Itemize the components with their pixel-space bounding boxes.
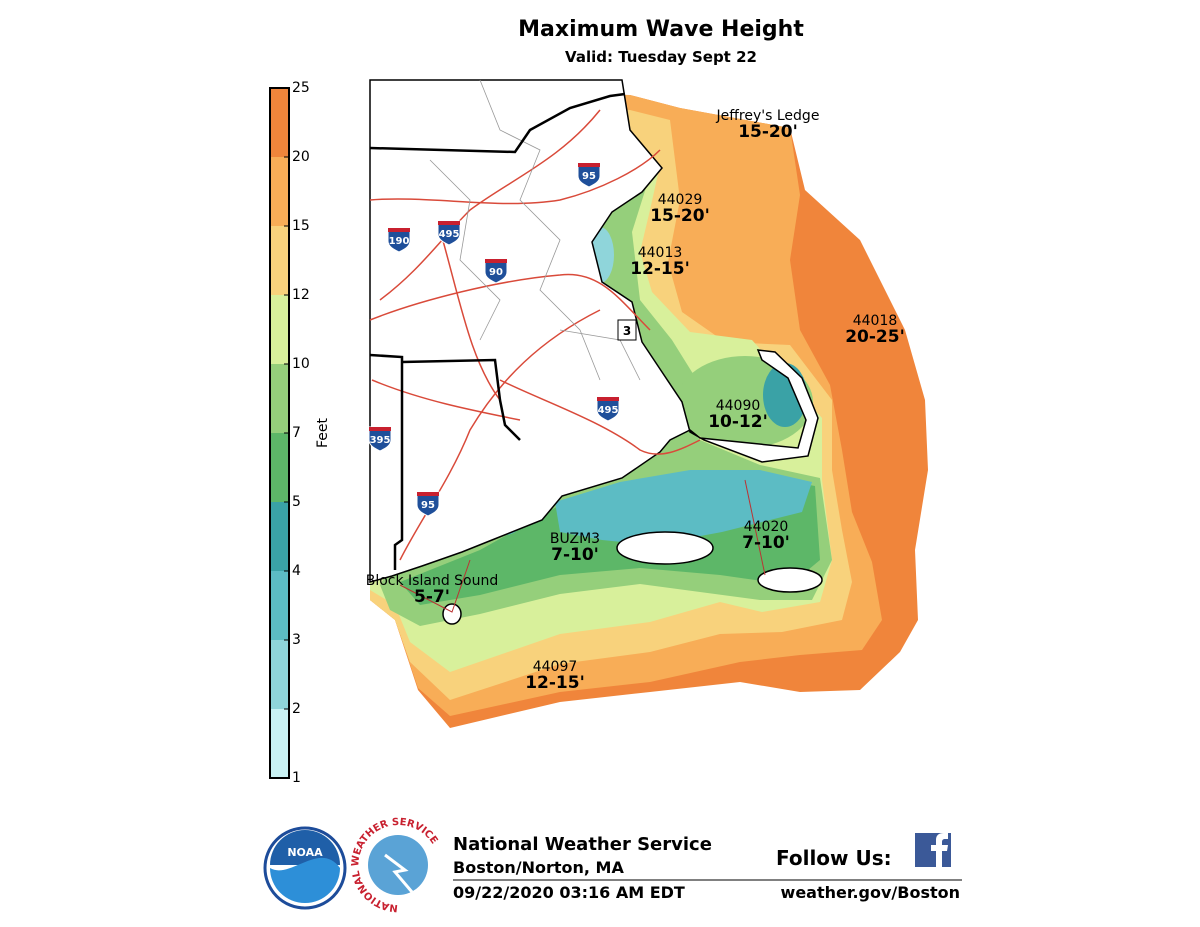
color-band bbox=[270, 157, 289, 226]
url[interactable]: weather.gov/Boston bbox=[781, 883, 960, 902]
buoy-range: 20-25' bbox=[845, 327, 905, 347]
buoy-id: Block Island Sound bbox=[366, 573, 499, 589]
interstate-shield-top bbox=[417, 492, 439, 496]
interstate-shield bbox=[484, 258, 508, 284]
land bbox=[369, 79, 819, 583]
buoy-id: 44020 bbox=[744, 519, 789, 535]
issued: 09/22/2020 03:16 AM EDT bbox=[453, 883, 685, 902]
interstate-number: 90 bbox=[489, 267, 503, 278]
tick-label: 1 bbox=[292, 770, 301, 786]
buoy-range: 10-12' bbox=[708, 412, 768, 432]
road bbox=[499, 379, 701, 455]
noaa-sky bbox=[270, 830, 340, 865]
buoy-range: 15-20' bbox=[650, 206, 710, 226]
buoy-id: BUZM3 bbox=[550, 531, 600, 547]
road bbox=[379, 109, 601, 301]
buoy-range: 12-15' bbox=[525, 673, 585, 693]
buoy-range: 15-20' bbox=[738, 122, 798, 142]
tick-label: 15 bbox=[292, 218, 310, 234]
interstate-shield bbox=[416, 491, 440, 517]
color-band bbox=[270, 88, 289, 157]
interstate-shield bbox=[596, 396, 620, 422]
interstate-shield-top bbox=[597, 397, 619, 401]
tick-label: 12 bbox=[292, 287, 310, 303]
interstate-number: 495 bbox=[598, 405, 619, 416]
road bbox=[369, 149, 661, 205]
island bbox=[442, 603, 462, 625]
interstate-shield bbox=[387, 227, 411, 253]
noaa-text: NOAA bbox=[287, 846, 323, 859]
map bbox=[369, 79, 928, 728]
colorbar-label: Feet bbox=[315, 417, 331, 448]
state-borders bbox=[369, 92, 626, 570]
facebook-link[interactable] bbox=[915, 833, 951, 867]
tick-label: 20 bbox=[292, 149, 310, 165]
title: Maximum Wave Height bbox=[518, 17, 804, 42]
tick-label: 2 bbox=[292, 701, 301, 717]
subtitle: Valid: Tuesday Sept 22 bbox=[565, 48, 757, 66]
buoy-range: 12-15' bbox=[630, 259, 690, 279]
interstate-shield-top bbox=[438, 221, 460, 225]
interstate-number: 395 bbox=[370, 435, 391, 446]
color-band bbox=[270, 571, 289, 640]
color-band bbox=[270, 502, 289, 571]
island bbox=[757, 567, 823, 593]
buoy-range: 7-10' bbox=[551, 545, 599, 565]
color-band bbox=[270, 709, 289, 778]
roads bbox=[369, 109, 701, 561]
route-number: 3 bbox=[623, 324, 631, 338]
buoy-id: Jeffrey's Ledge bbox=[716, 108, 820, 124]
color-band bbox=[270, 226, 289, 295]
tick-label: 10 bbox=[292, 356, 310, 372]
interstate-shield-top bbox=[388, 228, 410, 232]
interstate-shield bbox=[368, 426, 392, 452]
color-band bbox=[270, 295, 289, 364]
interstate-number: 495 bbox=[439, 229, 460, 240]
interstate-number: 95 bbox=[582, 171, 596, 182]
road bbox=[399, 309, 601, 561]
noaa-sea bbox=[270, 857, 340, 903]
road bbox=[439, 229, 501, 401]
highway-shields: 95 190 495 90 3 495 395 95 bbox=[368, 162, 637, 517]
interstate-shield bbox=[577, 162, 601, 188]
interstate-shield-top bbox=[369, 427, 391, 431]
tick-label: 25 bbox=[292, 80, 310, 96]
buoy-id: 44018 bbox=[853, 313, 898, 329]
color-band bbox=[270, 433, 289, 502]
footer: NOAA NATIONAL WEATHER SERVICE National W… bbox=[263, 817, 962, 913]
buoy-id: 44090 bbox=[716, 398, 761, 414]
island bbox=[616, 531, 714, 565]
route-shield bbox=[617, 319, 637, 341]
buoy-id: 44097 bbox=[533, 659, 578, 675]
location: Boston/Norton, MA bbox=[453, 858, 624, 877]
interstate-number: 190 bbox=[389, 236, 410, 247]
wave-zone-3-4 bbox=[555, 470, 812, 545]
buoy-range: 5-7' bbox=[414, 587, 450, 607]
interstate-shield bbox=[437, 220, 461, 246]
nws-bolt bbox=[384, 853, 414, 893]
follow: Follow Us: bbox=[776, 846, 892, 870]
ferry-lines bbox=[399, 479, 766, 613]
interstate-number: 95 bbox=[421, 500, 435, 511]
tick-label: 7 bbox=[292, 425, 301, 441]
color-band bbox=[270, 364, 289, 433]
road bbox=[369, 273, 651, 331]
buoy-id: 44029 bbox=[658, 192, 703, 208]
tick-label: 5 bbox=[292, 494, 301, 510]
buoy-labels: Jeffrey's Ledge15-20'4402915-20'4401312-… bbox=[366, 108, 905, 693]
office: National Weather Service bbox=[453, 834, 712, 855]
interstate-shield-top bbox=[485, 259, 507, 263]
tick-label: 4 bbox=[292, 563, 301, 579]
interstate-shield-top bbox=[578, 163, 600, 167]
facebook-glyph[interactable] bbox=[931, 833, 948, 867]
buoy-range: 7-10' bbox=[742, 533, 790, 553]
buoy-id: 44013 bbox=[638, 245, 683, 261]
color-band bbox=[270, 640, 289, 709]
tick-label: 3 bbox=[292, 632, 301, 648]
